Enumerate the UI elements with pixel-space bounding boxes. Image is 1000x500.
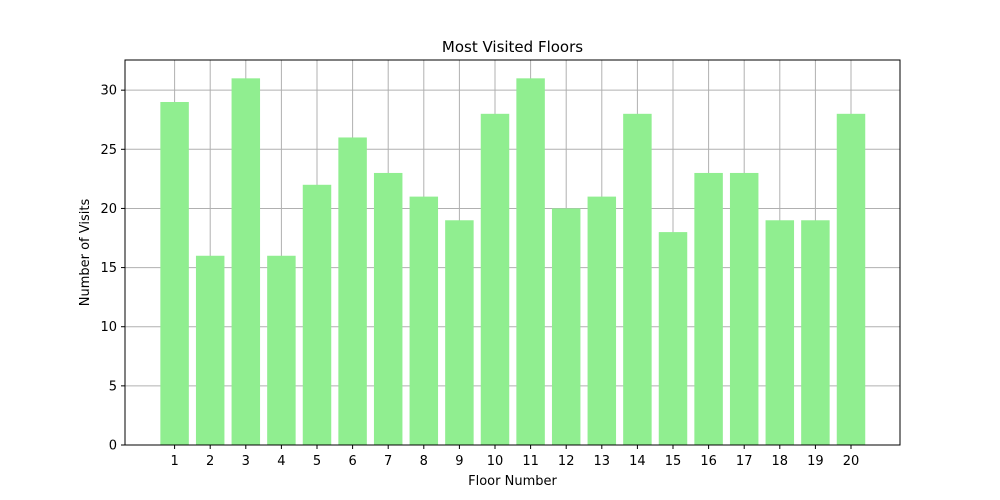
bar-layer — [160, 78, 866, 446]
x-tick-label: 6 — [348, 454, 356, 469]
x-tick-label: 11 — [522, 454, 539, 469]
x-tick-label: 17 — [736, 454, 753, 469]
bar-floor-3 — [231, 78, 261, 445]
x-tick-label: 3 — [242, 454, 250, 469]
bar-floor-20 — [836, 113, 866, 446]
y-tick-label: 25 — [100, 143, 117, 158]
x-tick-label: 5 — [313, 454, 321, 469]
x-tick-label: 2 — [206, 454, 214, 469]
bar-floor-17 — [729, 172, 759, 446]
x-tick-label: 15 — [665, 454, 682, 469]
y-tick-label: 0 — [109, 439, 117, 454]
bar-floor-8 — [409, 196, 439, 445]
y-tick-label: 10 — [100, 320, 117, 335]
x-tick-label: 14 — [629, 454, 646, 469]
y-tick-label: 20 — [100, 202, 117, 217]
x-tick-label: 9 — [455, 454, 463, 469]
x-tick-label: 18 — [772, 454, 789, 469]
bar-floor-14 — [623, 113, 652, 446]
x-tick-label: 4 — [277, 454, 285, 469]
bar-floor-1 — [160, 101, 189, 445]
x-tick-label: 7 — [384, 454, 392, 469]
x-tick-label: 13 — [594, 454, 611, 469]
bar-floor-15 — [658, 232, 688, 445]
x-axis-label: Floor Number — [468, 474, 557, 489]
chart-title: Most Visited Floors — [442, 38, 583, 56]
y-tick-label: 15 — [100, 261, 117, 276]
x-tick-label: 16 — [700, 454, 717, 469]
bar-floor-6 — [338, 137, 367, 445]
bar-floor-9 — [445, 220, 474, 445]
axes-frame — [124, 59, 901, 446]
x-tick-label: 19 — [807, 454, 824, 469]
bar-floor-13 — [587, 196, 617, 445]
x-tick-label: 12 — [558, 454, 575, 469]
x-tick-label: 10 — [487, 454, 504, 469]
bar-floor-2 — [195, 255, 225, 445]
bar-floor-19 — [801, 220, 830, 445]
y-tick-label: 5 — [109, 379, 117, 394]
y-axis-label: Number of Visits — [78, 199, 93, 307]
bar-floor-5 — [302, 184, 332, 445]
bar-floor-18 — [765, 220, 795, 445]
bar-floor-11 — [516, 78, 545, 445]
bar-floor-10 — [480, 113, 510, 446]
x-tick-label: 8 — [420, 454, 428, 469]
y-tick-label: 30 — [100, 84, 117, 99]
x-tick-label: 20 — [843, 454, 860, 469]
bar-floor-12 — [551, 208, 581, 445]
bar-floor-7 — [373, 172, 403, 446]
bar-floor-16 — [694, 172, 723, 446]
bar-floor-4 — [267, 255, 296, 445]
x-tick-label: 1 — [170, 454, 178, 469]
